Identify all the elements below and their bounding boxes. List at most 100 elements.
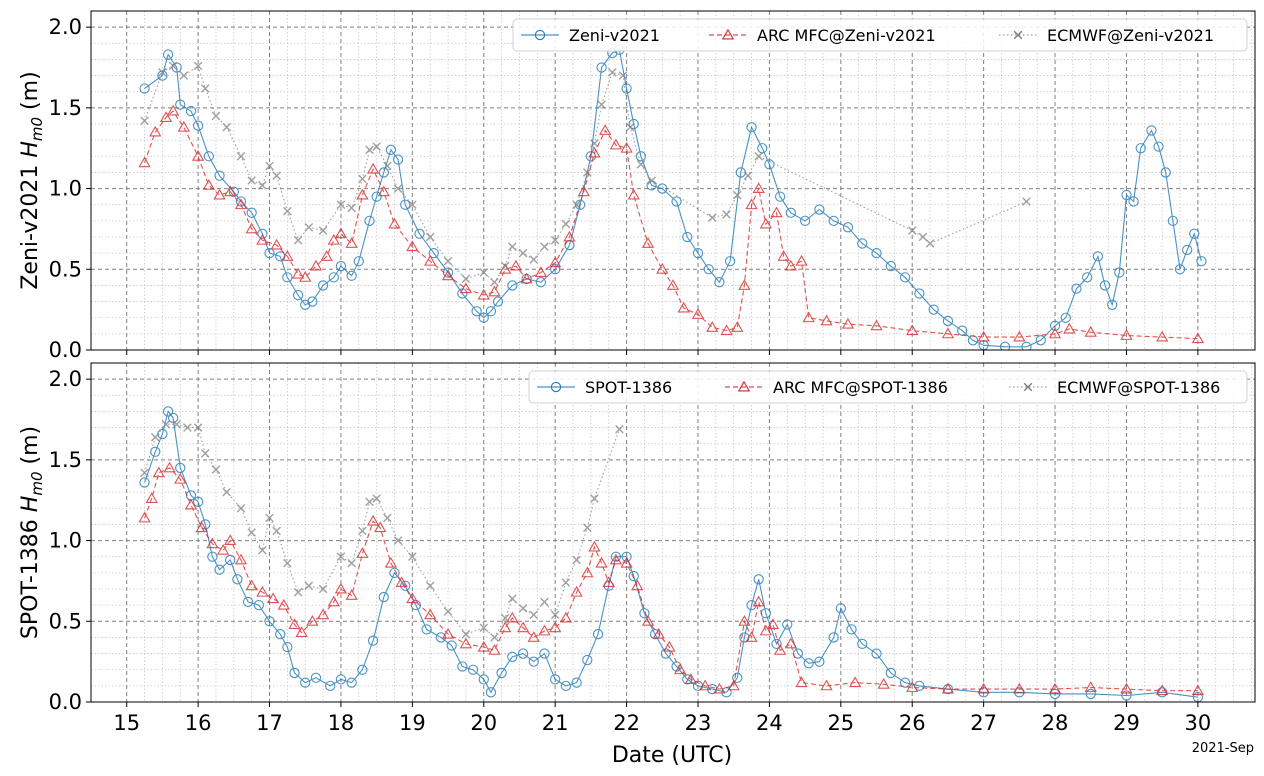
data-point	[211, 465, 221, 474]
data-point	[414, 228, 425, 239]
data-point	[572, 555, 581, 565]
data-point	[1021, 341, 1032, 350]
series-buoy	[139, 44, 1207, 350]
data-point	[183, 423, 192, 432]
data-point	[400, 580, 411, 591]
data-point	[583, 168, 592, 177]
data-point	[443, 607, 453, 616]
data-point	[357, 664, 368, 675]
data-point	[200, 449, 210, 458]
x-tick-label: 27	[970, 711, 997, 735]
data-point	[356, 547, 369, 558]
data-point	[138, 156, 151, 168]
data-point	[265, 161, 274, 171]
data-point	[559, 611, 573, 623]
data-point	[828, 632, 839, 643]
data-point	[266, 592, 280, 604]
data-point	[392, 154, 404, 165]
data-point	[738, 279, 751, 290]
series-ecmwf	[140, 61, 1031, 287]
data-point	[393, 184, 403, 193]
panel-zeni: 0.0 0.5 1.0 1.5 2.0 Zeni-v2021 Hm0 (m) Zeni-v2…	[18, 10, 1256, 362]
data-point	[258, 181, 267, 190]
data-point	[378, 167, 389, 178]
data-point	[345, 589, 358, 600]
data-point	[590, 494, 599, 503]
data-point	[928, 304, 939, 315]
data-point	[383, 161, 392, 171]
data-point	[572, 200, 581, 210]
legend-item: ECMWF@SPOT-1386	[1009, 378, 1220, 397]
data-point	[585, 151, 597, 162]
data-point	[310, 672, 322, 683]
data-point	[657, 183, 668, 194]
data-point	[161, 420, 171, 429]
data-point	[327, 233, 340, 245]
data-point	[224, 185, 237, 197]
data-point	[245, 579, 258, 591]
data-point	[1191, 332, 1205, 344]
data-point	[628, 570, 639, 582]
data-point	[583, 523, 592, 532]
data-point	[206, 537, 219, 549]
data-point	[1156, 330, 1169, 342]
data-point	[828, 215, 839, 227]
data-point	[184, 498, 198, 510]
data-point	[636, 160, 646, 169]
data-point	[356, 188, 369, 200]
data-point	[408, 200, 417, 210]
data-point	[461, 274, 471, 284]
data-point	[942, 315, 954, 327]
data-point	[264, 247, 275, 259]
data-point	[191, 149, 205, 161]
data-point	[795, 676, 808, 688]
data-point	[1167, 215, 1179, 227]
data-point	[1092, 251, 1104, 262]
data-point	[518, 604, 528, 613]
legend-marker	[1013, 30, 1023, 40]
data-point	[743, 171, 753, 180]
data-point	[732, 190, 742, 200]
data-point	[820, 679, 833, 691]
data-point	[517, 648, 529, 659]
x-tick-label: 26	[899, 711, 926, 735]
data-point	[320, 250, 333, 261]
data-point	[649, 629, 661, 640]
data-point	[428, 247, 439, 259]
data-point	[907, 226, 917, 235]
x-tick-label: 18	[328, 711, 355, 735]
data-point	[1121, 690, 1132, 701]
data-point	[592, 629, 604, 640]
data-point	[1022, 197, 1031, 206]
data-point	[385, 144, 397, 155]
data-point	[1035, 335, 1046, 346]
data-point	[200, 84, 210, 93]
data-point	[145, 492, 158, 504]
data-point	[364, 215, 375, 227]
legend-item: ECMWF@Zeni-v2021	[999, 26, 1214, 45]
data-point	[477, 640, 490, 652]
data-point	[1156, 684, 1169, 696]
data-point	[304, 581, 314, 591]
data-point	[372, 494, 381, 503]
data-point	[291, 267, 305, 279]
data-point	[246, 207, 257, 218]
data-point	[899, 677, 911, 688]
data-point	[477, 288, 490, 300]
data-point	[941, 327, 955, 339]
data-point	[703, 264, 714, 275]
data-point	[621, 551, 632, 562]
data-point	[479, 623, 489, 633]
data-point	[691, 308, 705, 319]
data-point	[549, 621, 562, 633]
data-point	[195, 521, 208, 533]
x-tick-label: 25	[827, 711, 854, 735]
data-point	[570, 585, 583, 597]
data-point	[906, 324, 919, 336]
data-point	[620, 141, 633, 153]
data-point	[870, 319, 883, 331]
data-point	[745, 198, 758, 210]
data-point	[677, 301, 690, 313]
data-point	[499, 621, 512, 633]
